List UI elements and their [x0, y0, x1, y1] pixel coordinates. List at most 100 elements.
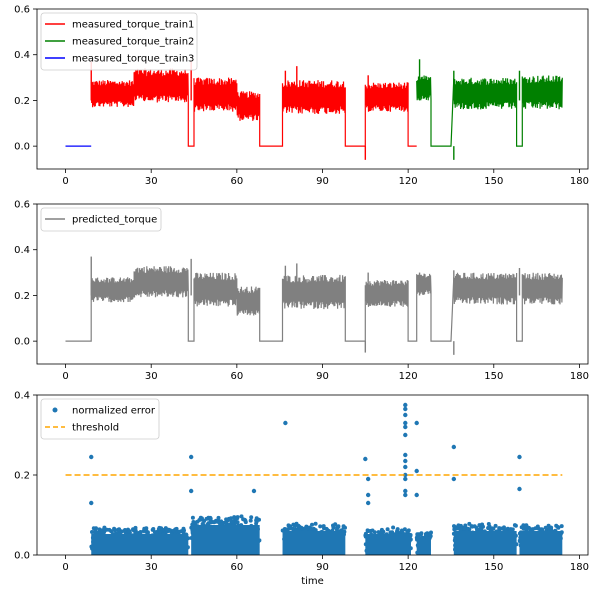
- error-point: [405, 529, 410, 534]
- error-point: [318, 524, 323, 529]
- x-tick-label: 60: [230, 562, 243, 573]
- x-tick-label: 120: [399, 562, 418, 573]
- error-point: [182, 528, 186, 533]
- legend-label: measured_torque_train1: [72, 20, 194, 31]
- error-point: [127, 529, 132, 534]
- axes-frame: [36, 203, 589, 365]
- error-point: [536, 526, 541, 531]
- x-tick-label: 30: [145, 176, 158, 187]
- outlier-point: [403, 432, 408, 438]
- legend-label: measured_torque_train2: [72, 37, 194, 48]
- series-predicted-torque: [65, 256, 563, 355]
- outlier-point: [403, 488, 408, 494]
- series-line: [416, 75, 563, 147]
- legend-box: [40, 398, 160, 440]
- outlier-point: [517, 486, 522, 492]
- error-point: [512, 523, 517, 528]
- legend-label: predicted_torque: [72, 215, 157, 226]
- error-point: [177, 529, 182, 534]
- outlier-point: [365, 476, 371, 482]
- series-line: [90, 68, 417, 147]
- outlier-point: [403, 420, 408, 426]
- error-point: [208, 516, 213, 521]
- error-point: [540, 527, 545, 532]
- error-point: [543, 525, 548, 530]
- error-point: [428, 531, 433, 536]
- outlier-point: [283, 420, 288, 426]
- error-point: [254, 518, 259, 523]
- error-point: [297, 524, 302, 529]
- x-tick-label: 150: [484, 371, 503, 382]
- outlier-point: [517, 454, 522, 460]
- x-tick-label: 120: [399, 371, 418, 382]
- error-point: [172, 528, 177, 533]
- x-tick-label: 150: [484, 176, 503, 187]
- x-tick-label: 60: [230, 176, 243, 187]
- outlier-point: [451, 476, 457, 482]
- outlier-point: [414, 492, 419, 498]
- error-point: [554, 523, 559, 528]
- x-tick-label: 60: [230, 371, 243, 382]
- legend: measured_torque_train1 measured_torque_tr…: [40, 12, 198, 71]
- outlier-point: [403, 452, 408, 458]
- error-point: [524, 524, 529, 529]
- error-point: [458, 527, 463, 532]
- error-band: [519, 531, 563, 555]
- chart-panel-2: 0 30 60 90 120 150 180 0.0 0.2 0.4 0.6 predicted_to…: [14, 200, 589, 383]
- x-axis-label: time: [301, 576, 324, 587]
- x-tick-label: 180: [570, 562, 589, 573]
- outlier-point: [363, 456, 368, 462]
- legend-label: threshold: [72, 423, 119, 434]
- plot-area: [65, 59, 563, 160]
- error-point: [204, 516, 209, 521]
- error-point: [122, 529, 127, 533]
- outlier-point: [188, 488, 194, 494]
- outlier-point: [403, 406, 408, 412]
- error-point: [470, 524, 475, 529]
- y-tick-label: 0.2: [14, 471, 30, 482]
- error-point: [249, 515, 254, 520]
- series-measured-torque-train2: [416, 59, 563, 160]
- error-point: [395, 527, 400, 532]
- error-point: [559, 524, 564, 529]
- error-point: [309, 526, 313, 531]
- error-point: [419, 531, 424, 536]
- error-point: [388, 530, 393, 535]
- error-point: [452, 524, 456, 529]
- y-tick-label: 0.4: [14, 50, 30, 61]
- error-point: [230, 519, 235, 524]
- error-point: [200, 517, 205, 522]
- x-tick-label: 0: [62, 176, 68, 187]
- error-band: [91, 534, 189, 555]
- outlier-point: [403, 424, 408, 430]
- y-tick-label: 0.0: [14, 337, 30, 348]
- legend-label: measured_torque_train3: [72, 54, 194, 65]
- error-point: [151, 527, 156, 531]
- error-point: [333, 522, 338, 527]
- outlier-point: [414, 420, 419, 426]
- error-point: [164, 527, 169, 532]
- error-point: [366, 529, 371, 533]
- error-point: [370, 528, 375, 533]
- error-point: [133, 525, 138, 530]
- outlier-point: [89, 454, 94, 460]
- error-point: [324, 526, 329, 531]
- legend: normalized error threshold: [40, 398, 160, 440]
- legend-box: [40, 207, 162, 232]
- error-band: [365, 534, 411, 555]
- plot-area: [65, 402, 564, 555]
- outlier-point: [414, 468, 419, 474]
- error-band: [282, 531, 346, 555]
- x-tick-label: 90: [316, 562, 329, 573]
- legend-marker: [52, 407, 58, 413]
- error-point: [102, 525, 107, 530]
- series-measured-torque-train1: [90, 61, 417, 160]
- x-tick-label: 150: [484, 562, 503, 573]
- outlier-point: [365, 492, 371, 498]
- y-tick-label: 0.6: [14, 5, 30, 16]
- error-point: [493, 523, 498, 528]
- error-point: [157, 525, 162, 530]
- error-point: [193, 520, 198, 525]
- error-point: [229, 516, 233, 521]
- error-point: [243, 520, 248, 525]
